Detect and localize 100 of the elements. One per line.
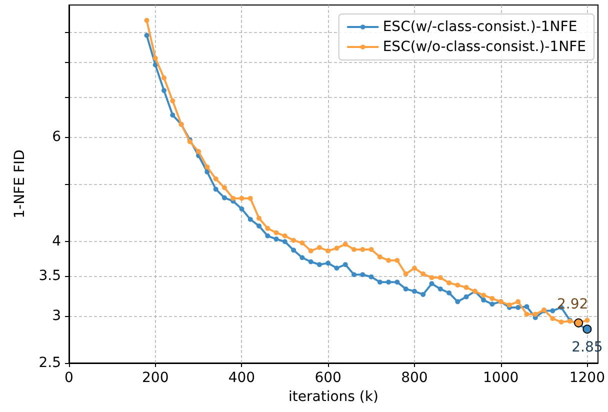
x-tick-label: 800 bbox=[401, 370, 428, 386]
point bbox=[316, 245, 322, 250]
point bbox=[274, 230, 279, 236]
point bbox=[386, 258, 392, 263]
point bbox=[144, 18, 150, 23]
point bbox=[170, 98, 176, 104]
point bbox=[282, 239, 288, 244]
point bbox=[455, 282, 460, 288]
point bbox=[532, 312, 538, 317]
point bbox=[222, 185, 227, 190]
point bbox=[213, 186, 218, 192]
point bbox=[334, 266, 340, 271]
point bbox=[550, 316, 556, 322]
y-tick-label: 3 bbox=[52, 308, 61, 324]
y-tick-label: 2.5 bbox=[38, 355, 61, 371]
point bbox=[300, 240, 305, 246]
point bbox=[412, 288, 417, 294]
point bbox=[481, 298, 486, 303]
point bbox=[403, 286, 408, 292]
point bbox=[291, 248, 296, 253]
point bbox=[386, 280, 392, 285]
point bbox=[394, 280, 400, 285]
point bbox=[144, 32, 150, 38]
point bbox=[222, 195, 227, 200]
point bbox=[524, 304, 530, 310]
point bbox=[394, 258, 400, 263]
point bbox=[300, 255, 305, 260]
legend-label: ESC(w/o-class-consist.)-1NFE bbox=[382, 39, 586, 55]
point bbox=[429, 281, 434, 286]
point bbox=[326, 248, 331, 254]
point bbox=[352, 246, 356, 252]
point bbox=[316, 262, 322, 268]
point bbox=[282, 233, 288, 238]
point bbox=[506, 302, 512, 308]
point bbox=[326, 260, 331, 266]
point bbox=[352, 272, 356, 278]
point bbox=[516, 299, 521, 304]
point bbox=[420, 292, 426, 297]
legend-label: ESC(w/-class-consist.)-1NFE bbox=[382, 19, 578, 35]
point bbox=[516, 304, 521, 310]
point bbox=[239, 196, 244, 201]
point bbox=[308, 248, 314, 254]
point bbox=[213, 176, 218, 182]
point bbox=[446, 280, 452, 286]
point bbox=[256, 223, 262, 228]
point bbox=[490, 302, 495, 307]
point bbox=[446, 290, 452, 296]
point bbox=[368, 274, 374, 280]
point bbox=[377, 280, 382, 285]
point bbox=[438, 286, 443, 292]
y-tick-label: 3.5 bbox=[38, 268, 61, 284]
x-tick-label: 1200 bbox=[569, 370, 606, 386]
x-axis-title: iterations (k) bbox=[288, 388, 378, 405]
x-tick-label: 600 bbox=[314, 370, 342, 386]
point bbox=[558, 320, 564, 325]
point bbox=[334, 246, 340, 251]
point bbox=[455, 299, 460, 304]
point bbox=[464, 294, 469, 300]
x-tick-label: 400 bbox=[228, 370, 256, 386]
point bbox=[342, 262, 348, 268]
point bbox=[368, 246, 374, 252]
point bbox=[464, 284, 469, 290]
point bbox=[248, 196, 253, 201]
point bbox=[550, 308, 556, 314]
point bbox=[265, 226, 270, 231]
point bbox=[152, 56, 158, 61]
point bbox=[360, 246, 366, 252]
point bbox=[204, 169, 210, 174]
point bbox=[170, 112, 176, 118]
point bbox=[403, 271, 408, 276]
y-axis-title: 1-NFE FID bbox=[12, 150, 28, 218]
point bbox=[524, 312, 530, 317]
point bbox=[481, 292, 486, 298]
point bbox=[196, 149, 202, 154]
point bbox=[342, 242, 348, 247]
point bbox=[162, 88, 166, 94]
point bbox=[265, 233, 270, 238]
point bbox=[308, 259, 314, 264]
point bbox=[248, 216, 253, 222]
point bbox=[429, 275, 434, 280]
point bbox=[204, 164, 210, 170]
point bbox=[420, 271, 426, 276]
point bbox=[291, 238, 296, 243]
point bbox=[377, 254, 382, 260]
point bbox=[584, 318, 590, 323]
x-tick-label: 0 bbox=[64, 370, 74, 386]
point bbox=[438, 275, 443, 280]
x-tick-label: 1000 bbox=[483, 370, 519, 386]
point bbox=[239, 206, 244, 212]
annotation: 2.92 bbox=[556, 296, 588, 312]
point bbox=[360, 272, 366, 278]
point bbox=[256, 216, 262, 221]
point bbox=[230, 196, 236, 201]
point bbox=[274, 236, 279, 242]
y-tick-label: 4 bbox=[52, 234, 62, 250]
y-tick-label: 6 bbox=[52, 128, 62, 145]
point bbox=[412, 266, 417, 271]
point bbox=[490, 296, 495, 301]
point bbox=[162, 75, 166, 80]
x-tick-label: 200 bbox=[142, 370, 169, 386]
